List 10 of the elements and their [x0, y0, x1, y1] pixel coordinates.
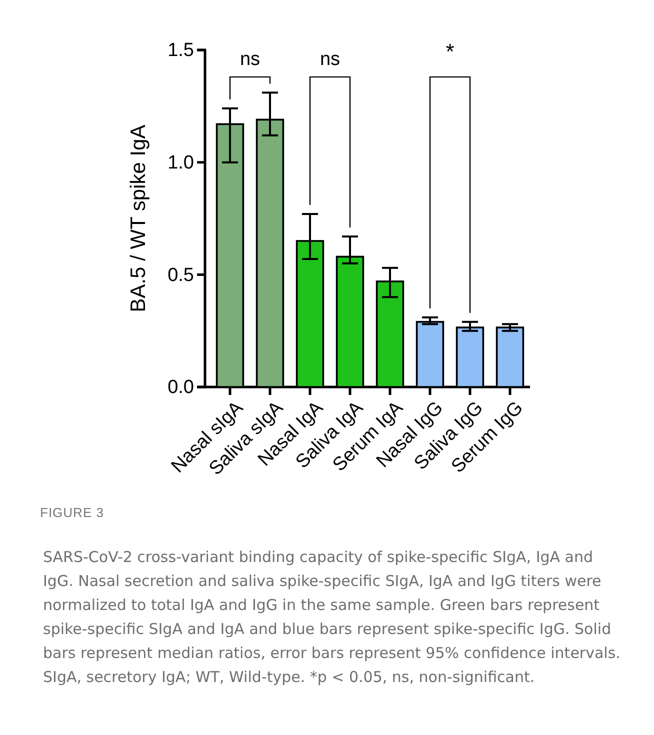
y-tick-label: 1.0 [168, 152, 194, 174]
y-axis-title: BA.5 / WT spike IgA [127, 124, 150, 312]
annotation: * [446, 38, 455, 64]
y-tick-label: 0.5 [168, 264, 194, 286]
caption: FIGURE 3 [40, 505, 104, 520]
y-tick-label: 0.0 [168, 377, 194, 398]
text: SARS-CoV-2 cross-variant binding capacity of spike-specific SIgA, IgA and IgG. Nasal secretion and saliva spike-specific SIgA, IgA and IgG titers were normalized to total IgA and IgG in the same sample. Green bars represent spike-specific SIgA and IgA and blue bars represent spike-specific IgG. Solid bars represent median ratios, error bars represent 95% confidence intervals. SIgA, secretory IgA; WT, Wild-type. *p < 0.05, ns, non-significant. [43, 547, 622, 688]
annotation: ns [240, 48, 260, 70]
annotation: ns [320, 48, 340, 70]
y-tick-label: 1.5 [168, 40, 194, 62]
